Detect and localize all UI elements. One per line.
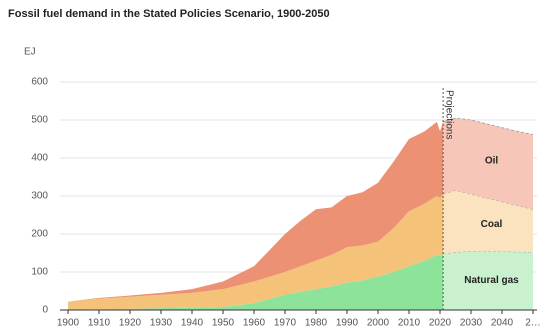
x-tick-label: 2020 (429, 318, 452, 329)
x-tick-label: 1930 (150, 318, 173, 329)
x-tick-label: 2000 (367, 318, 390, 329)
x-tick-label: 1970 (274, 318, 297, 329)
projection-edge (442, 117, 534, 135)
area (68, 194, 444, 310)
series-label: Coal (481, 219, 503, 230)
y-tick-label: 300 (31, 191, 48, 202)
series-label: Oil (485, 155, 499, 166)
series-label: Natural gas (464, 275, 519, 286)
x-tick-label: 1900 (57, 318, 80, 329)
chart-title: Fossil fuel demand in the Stated Policie… (8, 8, 330, 20)
y-tick-label: 500 (31, 115, 48, 126)
x-tick-label: 1950 (212, 318, 235, 329)
y-tick-label: 600 (31, 77, 48, 88)
x-tick-label: 2… (525, 318, 541, 329)
y-tick-label: 0 (42, 305, 48, 316)
x-tick-label: 2010 (398, 318, 421, 329)
projection-area (443, 251, 533, 310)
x-tick-label: 1980 (305, 318, 328, 329)
x-tick-label: 2040 (491, 318, 514, 329)
y-tick-label: 400 (31, 153, 48, 164)
x-tick-label: 1920 (119, 318, 142, 329)
x-tick-label: 1990 (336, 318, 359, 329)
x-tick-label: 1960 (243, 318, 266, 329)
x-tick-label: 1910 (88, 318, 111, 329)
x-tick-label: 2030 (460, 318, 483, 329)
projection-area (443, 118, 533, 210)
y-axis-label: EJ (24, 47, 36, 58)
projection-area (443, 190, 533, 254)
y-tick-label: 200 (31, 229, 48, 240)
area (68, 253, 444, 310)
y-tick-label: 100 (31, 267, 48, 278)
projection-label: Projections (443, 90, 454, 139)
x-tick-label: 1940 (181, 318, 204, 329)
area (68, 121, 444, 302)
